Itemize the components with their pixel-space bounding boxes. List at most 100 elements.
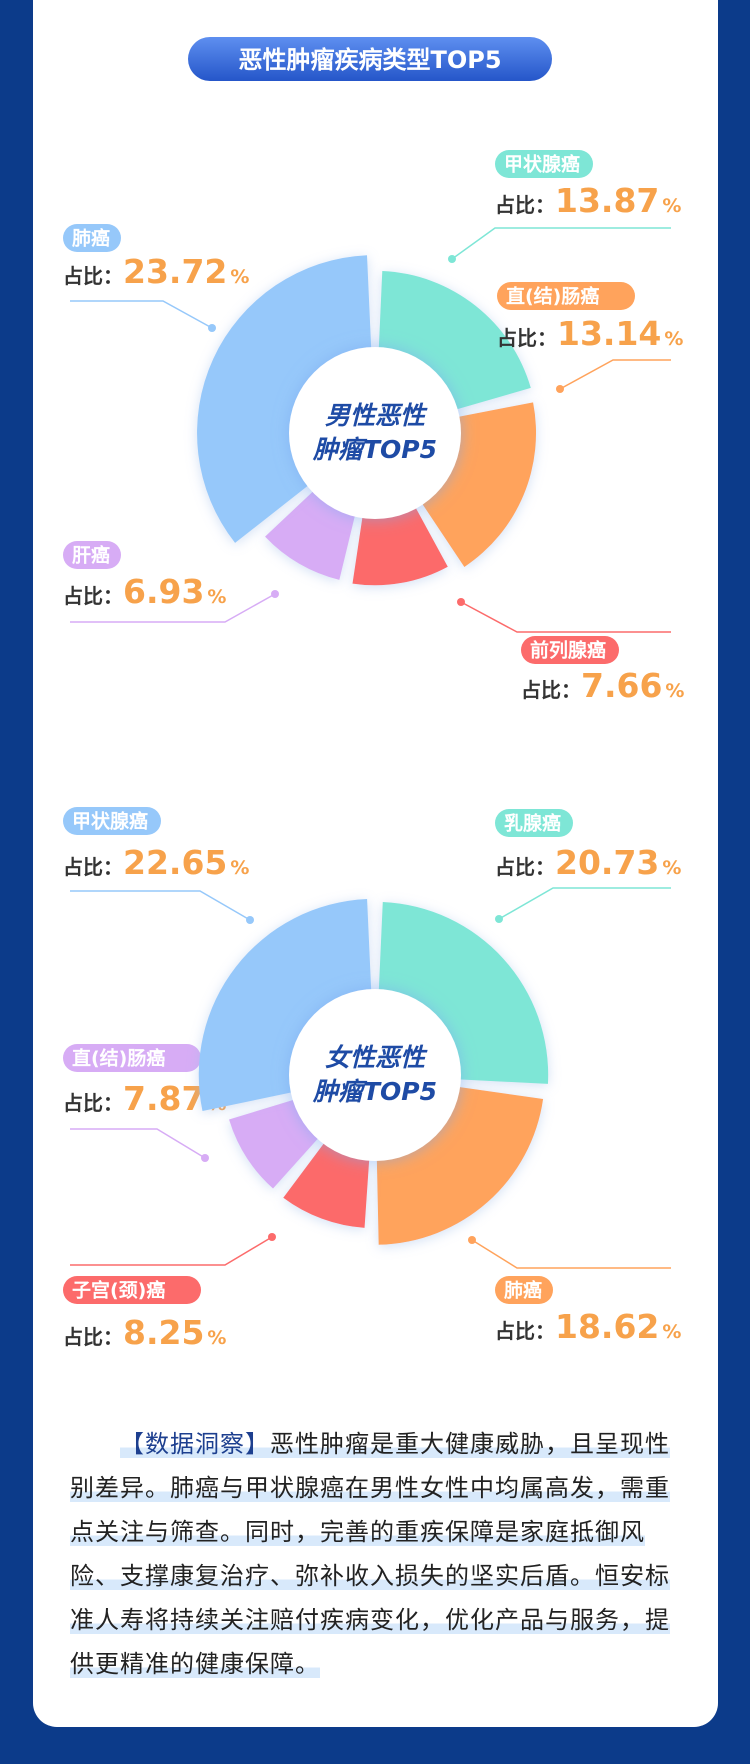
value-number: 18.62 bbox=[555, 1307, 659, 1346]
leader-dot bbox=[268, 1233, 276, 1241]
center-label: 肿瘤TOP5 bbox=[312, 435, 437, 464]
value-suffix: % bbox=[230, 857, 249, 879]
label-pill bbox=[497, 282, 635, 310]
value-prefix: 占比： bbox=[63, 1091, 123, 1115]
leader-line bbox=[70, 300, 213, 329]
value-label: 占比：6.93% bbox=[63, 572, 226, 611]
value-number: 13.14 bbox=[557, 314, 661, 353]
value-suffix: % bbox=[664, 328, 683, 350]
value-number: 22.65 bbox=[123, 843, 227, 882]
value-suffix: % bbox=[207, 586, 226, 608]
sector bbox=[376, 1086, 544, 1245]
value-number: 7.66 bbox=[581, 666, 662, 705]
label-pill bbox=[63, 224, 121, 252]
insight-body: 恶性肿瘤是重大健康威胁，且呈现性别差异。肺癌与甲状腺癌在男性女性中均属高发，需重… bbox=[70, 1430, 670, 1678]
label-pill bbox=[63, 1276, 201, 1304]
leader-dot bbox=[468, 1236, 476, 1244]
value-suffix: % bbox=[207, 1327, 226, 1349]
value-prefix: 占比： bbox=[63, 855, 123, 879]
center-label: 肿瘤TOP5 bbox=[312, 1077, 437, 1106]
sector bbox=[421, 402, 537, 567]
leader-line bbox=[70, 593, 276, 623]
label-pill bbox=[495, 150, 593, 178]
label-name: 直(结)肠癌 bbox=[506, 285, 599, 308]
value-prefix: 占比： bbox=[495, 855, 555, 879]
value-number: 8.25 bbox=[123, 1313, 204, 1352]
value-label: 占比：20.73% bbox=[495, 843, 681, 882]
leader-dot bbox=[271, 590, 279, 598]
sector bbox=[265, 490, 356, 580]
value-prefix: 占比： bbox=[495, 193, 555, 217]
value-prefix: 占比： bbox=[63, 264, 123, 288]
leader-line bbox=[451, 227, 671, 260]
sector bbox=[378, 902, 549, 1084]
value-prefix: 占比： bbox=[495, 1319, 555, 1343]
value-number: 6.93 bbox=[123, 572, 204, 611]
center-circle bbox=[289, 347, 461, 519]
sector bbox=[198, 898, 372, 1112]
value-number: 23.72 bbox=[123, 252, 227, 291]
leader-dot bbox=[208, 324, 216, 332]
value-number: 20.73 bbox=[555, 843, 659, 882]
value-prefix: 占比： bbox=[63, 584, 123, 608]
sector bbox=[352, 506, 448, 586]
label-name: 乳腺癌 bbox=[504, 812, 561, 835]
value-label: 占比：7.66% bbox=[521, 666, 684, 705]
value-number: 7.87 bbox=[123, 1079, 204, 1118]
label-pill bbox=[495, 1276, 553, 1304]
leader-line bbox=[559, 359, 671, 390]
sector bbox=[378, 270, 531, 410]
value-label: 占比：13.14% bbox=[497, 314, 683, 353]
leader-line bbox=[498, 887, 671, 920]
leader-line bbox=[70, 1128, 206, 1159]
insight-lead: 【数据洞察】 bbox=[120, 1430, 270, 1458]
value-number: 13.87 bbox=[555, 181, 659, 220]
leader-dot bbox=[201, 1154, 209, 1162]
leader-dot bbox=[448, 255, 456, 263]
label-name: 肺癌 bbox=[504, 1279, 542, 1302]
value-suffix: % bbox=[662, 1321, 681, 1343]
leader-dot bbox=[457, 598, 465, 606]
label-name: 肝癌 bbox=[72, 544, 110, 567]
value-prefix: 占比： bbox=[497, 326, 557, 350]
label-name: 直(结)肠癌 bbox=[72, 1047, 165, 1070]
leader-dot bbox=[556, 385, 564, 393]
leader-dot bbox=[246, 916, 254, 924]
value-label: 占比：22.65% bbox=[63, 843, 249, 882]
leader-line bbox=[471, 1239, 671, 1269]
value-prefix: 占比： bbox=[63, 1325, 123, 1349]
value-prefix: 占比： bbox=[521, 678, 581, 702]
value-suffix: % bbox=[662, 857, 681, 879]
sector bbox=[283, 1142, 370, 1228]
title: 恶性肿瘤疾病类型TOP5 bbox=[238, 46, 501, 74]
sector bbox=[197, 255, 372, 543]
value-label: 占比：18.62% bbox=[495, 1307, 681, 1346]
label-name: 甲状腺癌 bbox=[72, 810, 148, 833]
value-label: 占比：8.25% bbox=[63, 1313, 226, 1352]
label-name: 子宫(颈)癌 bbox=[72, 1279, 165, 1302]
leader-dot bbox=[495, 915, 503, 923]
value-suffix: % bbox=[662, 195, 681, 217]
label-name: 甲状腺癌 bbox=[504, 153, 580, 176]
value-suffix: % bbox=[230, 266, 249, 288]
center-circle bbox=[289, 989, 461, 1161]
value-label: 占比：13.87% bbox=[495, 181, 681, 220]
label-pill bbox=[63, 807, 161, 835]
label-pill bbox=[521, 636, 619, 664]
center-label: 男性恶性 bbox=[325, 401, 428, 430]
value-suffix: % bbox=[665, 680, 684, 702]
label-pill bbox=[495, 809, 573, 837]
center-label: 女性恶性 bbox=[325, 1043, 428, 1072]
sector bbox=[229, 1099, 319, 1189]
label-name: 前列腺癌 bbox=[530, 639, 606, 662]
leader-line bbox=[460, 601, 671, 633]
label-pill bbox=[63, 1044, 201, 1072]
label-pill bbox=[63, 541, 121, 569]
title-pill bbox=[188, 37, 552, 81]
label-name: 肺癌 bbox=[72, 227, 110, 250]
value-label: 占比：23.72% bbox=[63, 252, 249, 291]
insight: 【数据洞察】恶性肿瘤是重大健康威胁，且呈现性别差异。肺癌与甲状腺癌在男性女性中均… bbox=[70, 1422, 682, 1686]
leader-line bbox=[70, 1236, 273, 1266]
